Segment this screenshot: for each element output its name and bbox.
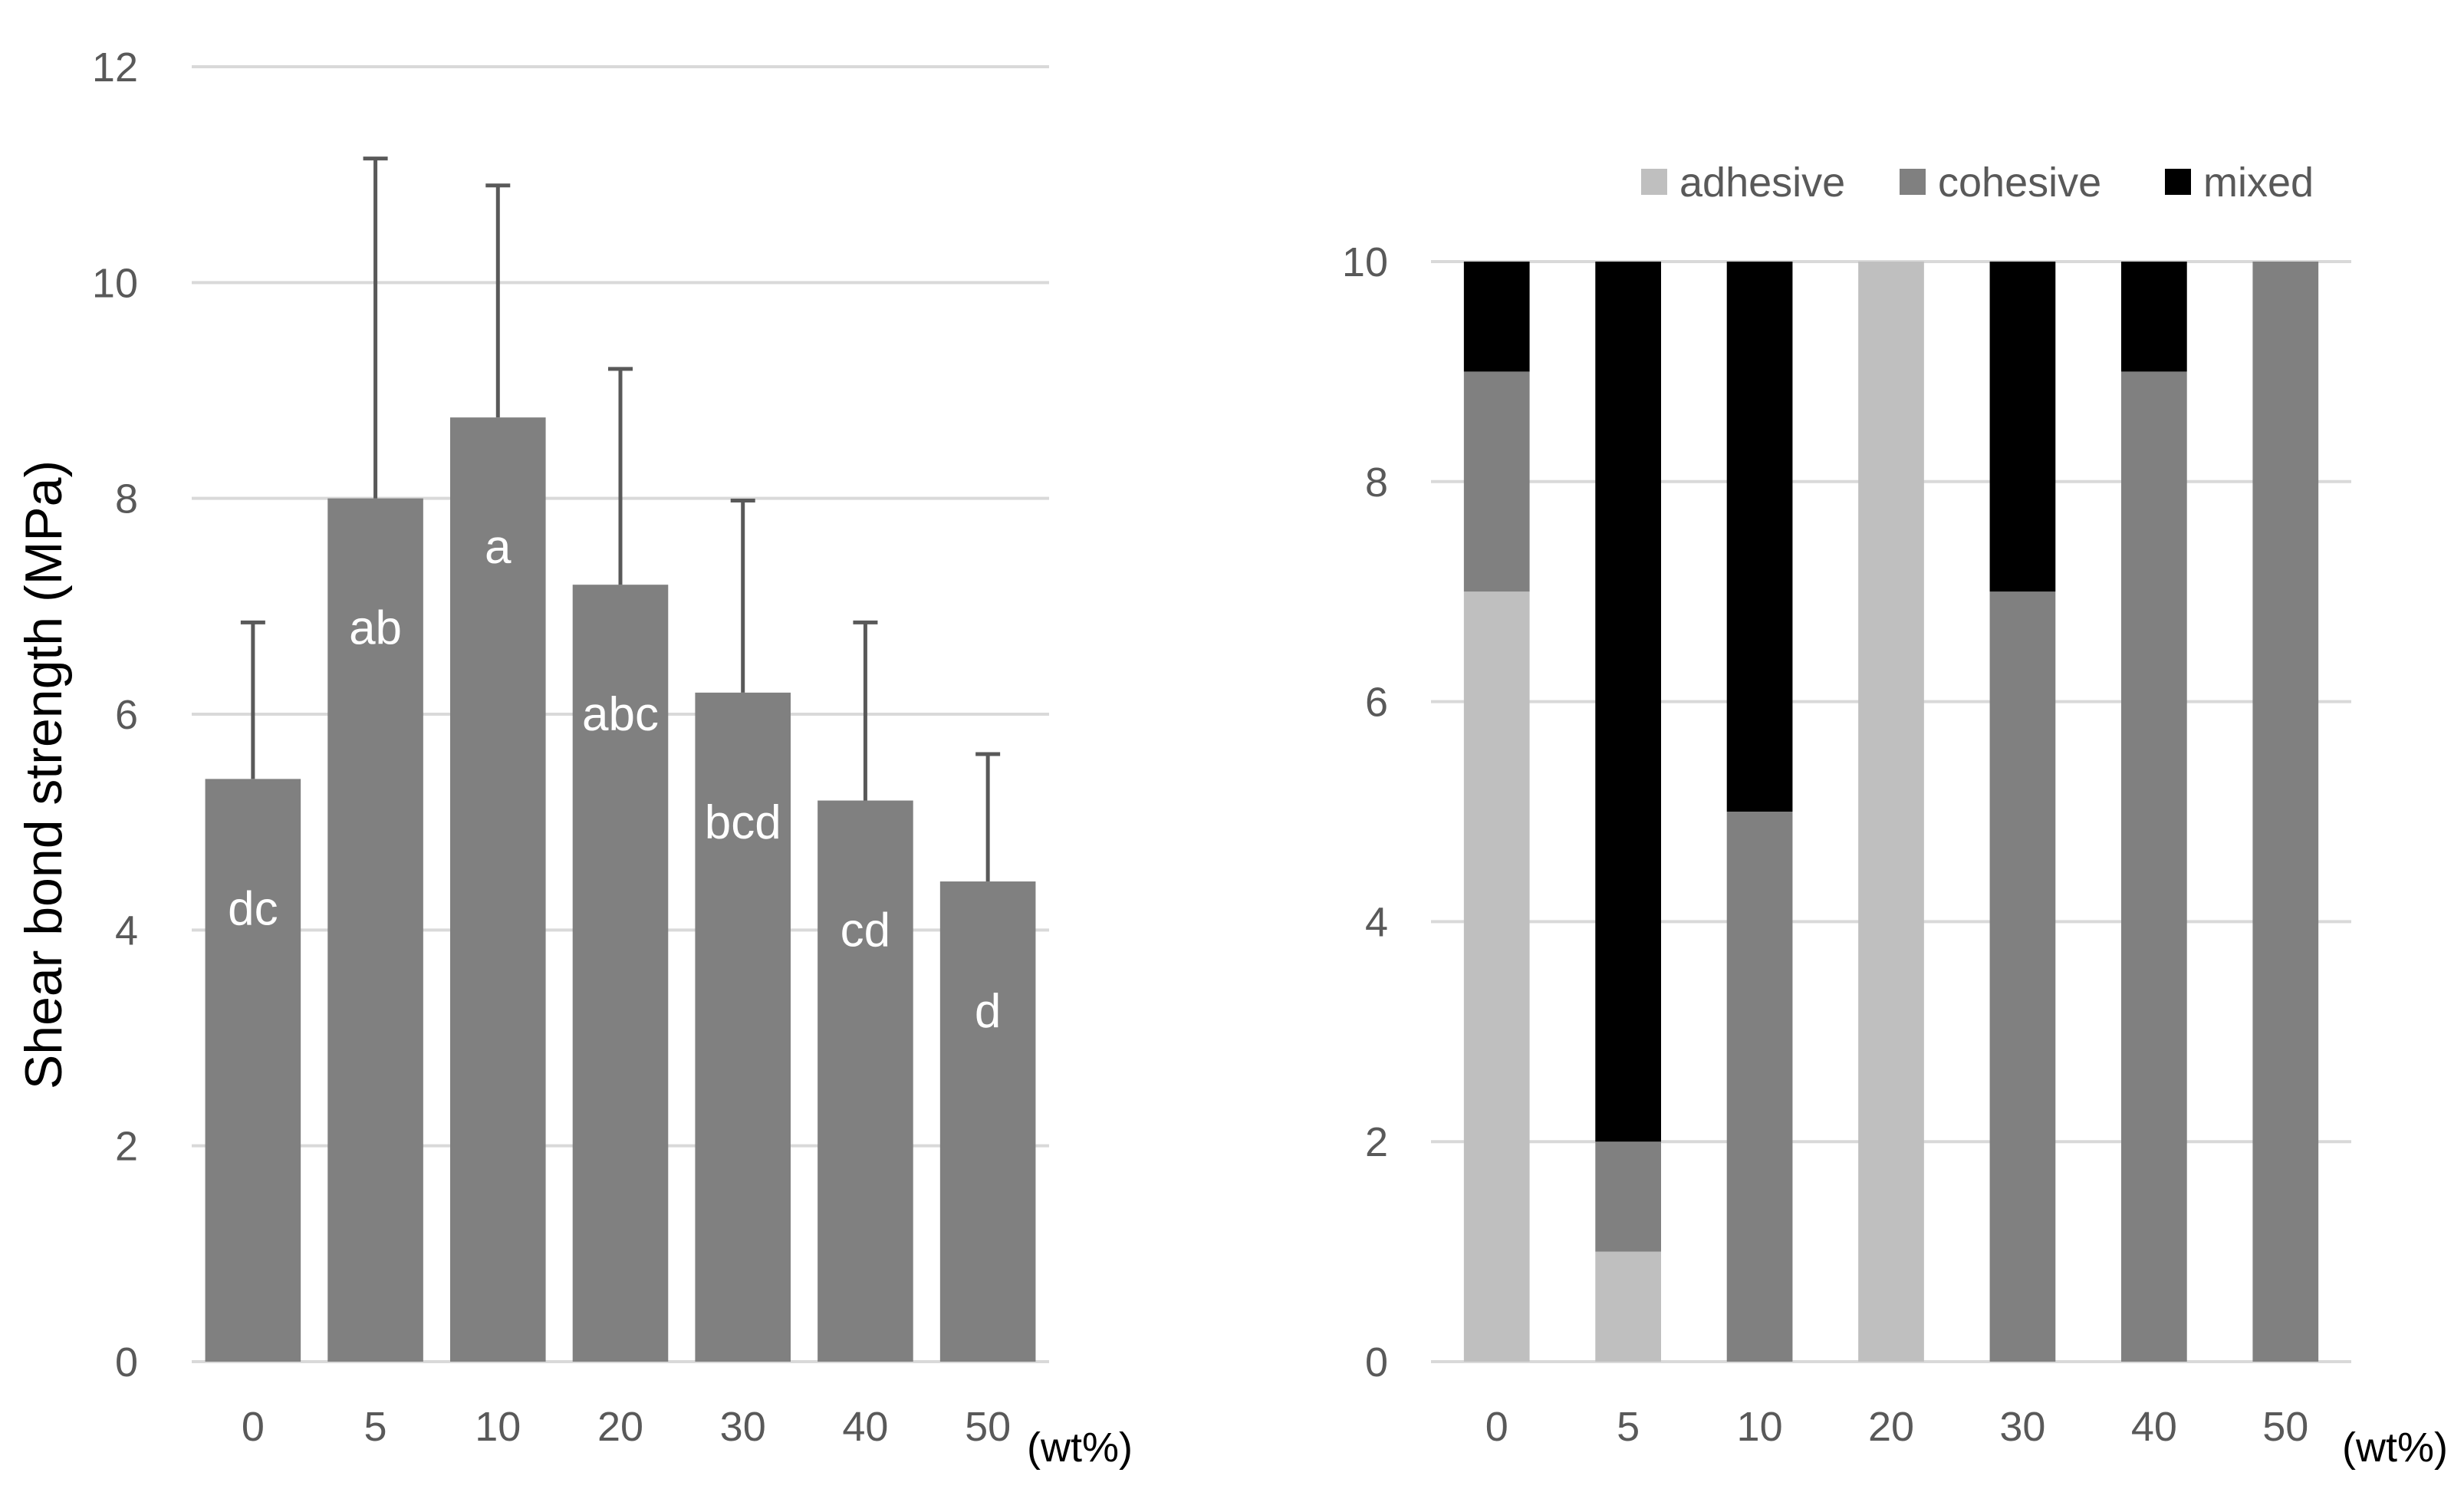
chart1-bar xyxy=(572,585,669,1362)
legend-label-mixed: mixed xyxy=(2203,160,2314,206)
legend-swatch-adhesive xyxy=(1641,169,1667,195)
chart2-x-tick-label: 50 xyxy=(2262,1404,2308,1450)
legend-label-adhesive: adhesive xyxy=(1679,160,1845,206)
chart1-bar xyxy=(817,800,913,1362)
chart2-y-tick-label: 8 xyxy=(1365,460,1388,506)
chart1-y-tick-label: 2 xyxy=(115,1124,138,1170)
chart1-y-tick-label: 10 xyxy=(92,260,138,306)
chart1-bar xyxy=(939,881,1036,1362)
legend-label-cohesive: cohesive xyxy=(1938,160,2101,206)
chart1-y-tick-label: 6 xyxy=(115,692,138,738)
chart2-bar-segment-mixed xyxy=(1463,262,1530,372)
chart2-bar-segment-adhesive xyxy=(1858,262,1924,1362)
chart1-bar-label: cd xyxy=(841,904,890,957)
chart1-bar xyxy=(327,498,423,1362)
chart2-bar-segment-cohesive xyxy=(1595,1141,1661,1252)
chart1-x-tick-label: 40 xyxy=(842,1404,888,1450)
chart1-bar-label: ab xyxy=(349,602,402,655)
chart2-x-unit-label: (wt%) xyxy=(2342,1425,2448,1471)
chart1-y-tick-label: 4 xyxy=(115,908,138,954)
legend-swatch-mixed xyxy=(2165,169,2191,195)
chart1-x-unit-label: (wt%) xyxy=(1027,1425,1133,1471)
chart2-y-tick-labels: 0 2 4 6 8 10 xyxy=(1342,239,1388,1385)
chart2-stacked-bars xyxy=(1463,262,2319,1362)
chart1-bar-labels: dc ab a abc bcd cd d xyxy=(228,521,1001,1038)
chart1-x-tick-labels: 0 5 10 20 30 40 50 xyxy=(242,1404,1011,1450)
chart2-y-tick-label: 6 xyxy=(1365,680,1388,726)
chart2-x-tick-labels: 0 5 10 20 30 40 50 xyxy=(1485,1404,2309,1450)
chart2-legend: adhesive cohesive mixed xyxy=(1641,160,2314,206)
chart1-bar-label: a xyxy=(485,521,512,574)
chart1-x-tick-label: 50 xyxy=(965,1404,1011,1450)
chart1-y-tick-label: 8 xyxy=(115,476,138,522)
chart1-x-tick-label: 5 xyxy=(364,1404,387,1450)
chart1-y-axis-label: Shear bond strength (MPa) xyxy=(15,460,73,1089)
chart2-bar-segment-cohesive xyxy=(2252,262,2319,1362)
chart2-x-tick-label: 0 xyxy=(1485,1404,1508,1450)
chart1-bar-label: bcd xyxy=(705,796,781,849)
chart2-bar-segment-cohesive xyxy=(1726,812,1793,1362)
chart2-y-tick-label: 0 xyxy=(1365,1339,1388,1385)
chart1-bar-label: dc xyxy=(228,882,278,935)
shear-bond-strength-chart: dc ab a abc bcd cd d 0 2 4 6 8 10 12 0 5 10 20 30 40 50 Sh… xyxy=(15,44,1133,1471)
legend-swatch-cohesive xyxy=(1900,169,1926,195)
chart2-y-tick-label: 2 xyxy=(1365,1119,1388,1165)
chart2-x-tick-label: 30 xyxy=(1999,1404,2045,1450)
chart1-bar xyxy=(205,779,301,1362)
chart2-x-tick-label: 20 xyxy=(1868,1404,1914,1450)
chart1-y-tick-label: 0 xyxy=(115,1339,138,1385)
chart2-bar-segment-mixed xyxy=(1989,262,2056,592)
chart2-y-tick-label: 10 xyxy=(1342,239,1388,285)
chart2-bar-segment-adhesive xyxy=(1463,591,1530,1362)
chart2-x-tick-label: 40 xyxy=(2131,1404,2177,1450)
chart2-bar-segment-mixed xyxy=(1595,262,1661,1142)
chart1-bar xyxy=(695,692,791,1362)
chart1-x-tick-label: 10 xyxy=(475,1404,521,1450)
chart1-y-tick-label: 12 xyxy=(92,44,138,91)
chart2-bar-segment-mixed xyxy=(1726,262,1793,812)
chart2-x-tick-label: 5 xyxy=(1617,1404,1640,1450)
failure-mode-chart: 0 2 4 6 8 10 0 5 10 20 30 40 50 (wt%) adhesive cohes… xyxy=(1342,160,2448,1471)
chart2-bar-segment-adhesive xyxy=(1595,1251,1661,1362)
chart1-bar-label: d xyxy=(975,985,1001,1038)
chart2-bar-segment-cohesive xyxy=(1463,371,1530,592)
chart2-y-tick-label: 4 xyxy=(1365,899,1388,945)
chart1-x-tick-label: 30 xyxy=(720,1404,766,1450)
chart1-bar-label: abc xyxy=(582,688,659,741)
chart1-bars xyxy=(205,417,1036,1362)
chart2-bar-segment-cohesive xyxy=(2121,371,2187,1362)
chart2-bar-segment-mixed xyxy=(2121,262,2187,372)
chart1-error-bars xyxy=(240,156,1001,882)
chart2-x-tick-label: 10 xyxy=(1737,1404,1783,1450)
chart2-bar-segment-cohesive xyxy=(1989,591,2056,1362)
chart1-x-tick-label: 20 xyxy=(597,1404,643,1450)
chart1-bar xyxy=(449,417,546,1362)
chart1-y-tick-labels: 0 2 4 6 8 10 12 xyxy=(92,44,138,1385)
chart1-x-tick-label: 0 xyxy=(242,1404,265,1450)
